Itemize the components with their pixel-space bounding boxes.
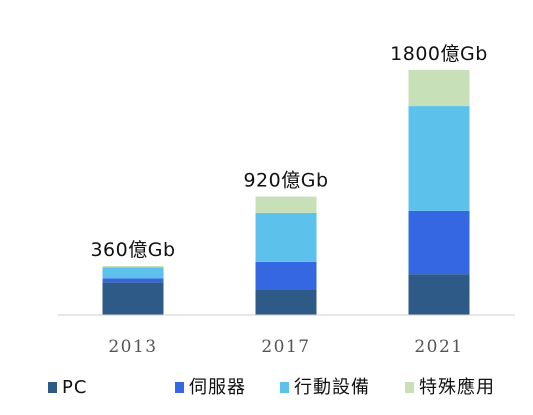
- bar-segment: [102, 282, 164, 315]
- labels-layer: 360億Gb 2013 920億Gb 2017 1800億Gb 2021: [90, 43, 487, 357]
- bar-segment: [255, 289, 317, 315]
- legend: PC 伺服器 行動設備 特殊應用: [48, 376, 495, 398]
- legend-swatch: [280, 382, 289, 393]
- x-tick-label: 2017: [261, 337, 310, 357]
- legend-item: 特殊應用: [405, 376, 495, 398]
- bar-total-label: 360億Gb: [90, 239, 175, 261]
- bar-segment: [255, 261, 317, 290]
- legend-swatch: [48, 382, 57, 393]
- bar-total-label: 1800億Gb: [390, 43, 488, 65]
- legend-label: PC: [62, 377, 87, 398]
- bar-segment: [102, 266, 164, 268]
- x-tick-label: 2013: [108, 337, 157, 357]
- bar-segment: [408, 210, 470, 275]
- bar-segment: [408, 106, 470, 211]
- x-tick-label: 2021: [414, 337, 463, 357]
- legend-label: 伺服器: [189, 377, 246, 398]
- legend-item: 伺服器: [175, 377, 246, 398]
- bar-segment: [408, 70, 470, 107]
- bar-total-label: 920億Gb: [243, 170, 328, 192]
- bar-segment: [255, 196, 317, 213]
- legend-swatch: [405, 382, 414, 393]
- bar-segment: [408, 274, 470, 315]
- legend-label: 特殊應用: [419, 376, 495, 398]
- legend-label: 行動設備: [294, 377, 370, 398]
- legend-swatch: [175, 382, 184, 393]
- bar-segment: [102, 278, 164, 283]
- bar-segment: [255, 212, 317, 262]
- legend-item: PC: [48, 377, 87, 398]
- bars-layer: [102, 70, 470, 315]
- bar-segment: [102, 267, 164, 279]
- legend-item: 行動設備: [280, 377, 370, 398]
